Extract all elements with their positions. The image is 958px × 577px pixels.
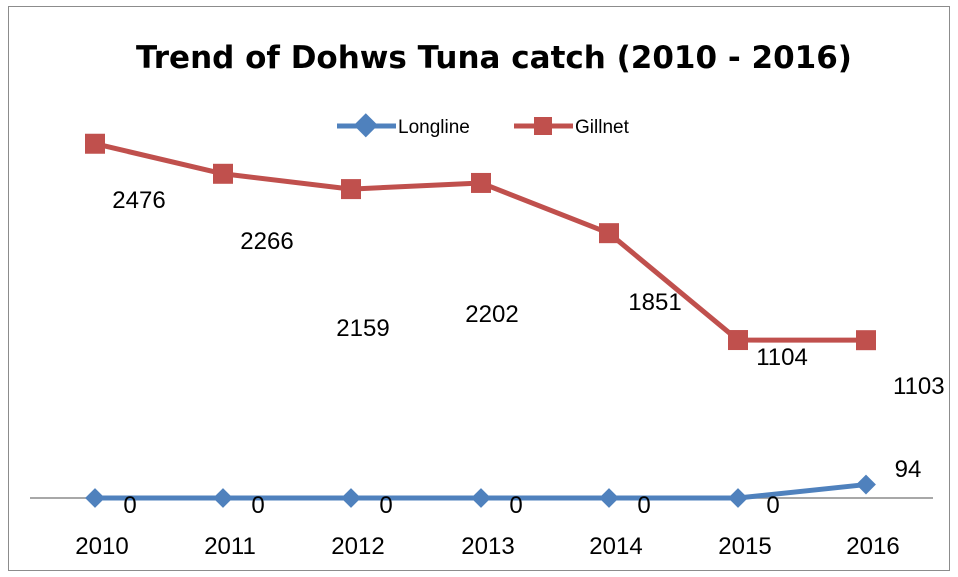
x-tick-label-2016: 2016 <box>846 533 899 560</box>
point-gillnet-2014 <box>599 223 619 244</box>
legend-item-longline: Longline <box>337 113 470 138</box>
chart-frame <box>8 6 950 571</box>
series-layer <box>85 133 876 508</box>
legend-label-gillnet: Gillnet <box>575 117 630 138</box>
data-label-longline-2010: 0 <box>123 492 136 519</box>
point-longline-2014 <box>599 488 619 508</box>
x-tick-labels: 2010 2011 2012 2013 2014 2015 2016 <box>75 533 899 560</box>
point-longline-2010 <box>85 488 105 508</box>
point-gillnet-2011 <box>213 163 233 184</box>
data-label-longline-2013: 0 <box>509 492 522 519</box>
data-label-longline-2016: 94 <box>895 456 922 483</box>
data-label-gillnet-2014: 1851 <box>628 289 681 316</box>
chart-title: Trend of Dohws Tuna catch (2010 - 2016) <box>136 40 852 76</box>
x-tick-label-2011: 2011 <box>204 533 256 560</box>
data-label-longline-2011: 0 <box>251 492 264 519</box>
legend-marker-longline <box>353 113 378 138</box>
point-gillnet-2010 <box>85 133 105 154</box>
data-label-gillnet-2010: 2476 <box>112 187 165 214</box>
point-gillnet-2016 <box>856 330 876 351</box>
point-longline-2016 <box>856 474 876 495</box>
point-gillnet-2015 <box>728 330 748 351</box>
x-tick-label-2012: 2012 <box>331 533 384 560</box>
data-label-longline-2015: 0 <box>766 492 779 519</box>
legend-item-gillnet: Gillnet <box>514 117 630 138</box>
point-gillnet-2013 <box>471 172 491 193</box>
data-label-gillnet-2012: 2159 <box>336 315 389 342</box>
data-labels: 2476 2266 2159 2202 1851 1104 1103 0 0 0 0 0 0 94 <box>112 187 944 519</box>
legend-marker-gillnet <box>534 117 552 135</box>
x-tick-label-2014: 2014 <box>589 533 642 560</box>
data-label-longline-2014: 0 <box>637 492 650 519</box>
data-label-gillnet-2011: 2266 <box>240 228 293 255</box>
point-longline-2012 <box>341 488 361 508</box>
x-tick-label-2013: 2013 <box>461 533 514 560</box>
point-gillnet-2012 <box>341 179 361 200</box>
legend: Longline Gillnet <box>337 113 630 138</box>
legend-label-longline: Longline <box>398 117 470 138</box>
point-longline-2015 <box>728 488 748 508</box>
data-label-gillnet-2015: 1104 <box>756 344 808 371</box>
point-longline-2011 <box>213 488 233 508</box>
data-label-longline-2012: 0 <box>379 492 392 519</box>
x-tick-label-2015: 2015 <box>718 533 771 560</box>
data-label-gillnet-2016: 1103 <box>893 373 945 400</box>
point-longline-2013 <box>471 488 491 508</box>
x-tick-label-2010: 2010 <box>75 533 128 560</box>
data-label-gillnet-2013: 2202 <box>465 301 518 328</box>
